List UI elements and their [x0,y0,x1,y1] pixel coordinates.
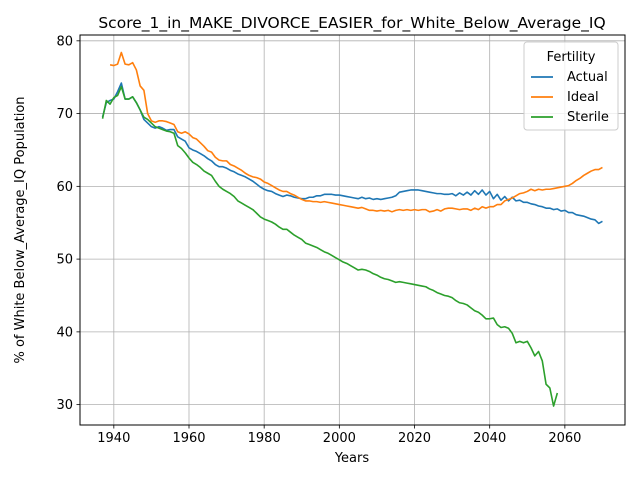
x-tick-label: 1960 [172,431,205,446]
y-tick-label: 80 [56,34,73,49]
legend: Fertility Actual Ideal Sterile [524,42,618,130]
y-tick-label: 60 [56,180,73,195]
x-tick-label: 2000 [323,431,356,446]
y-tick-label: 40 [56,325,73,340]
x-tick-label: 2060 [548,431,581,446]
y-tick-label: 30 [56,398,73,413]
x-tick-label: 1940 [97,431,130,446]
legend-label-actual: Actual [567,70,608,85]
x-tick-label: 2040 [473,431,506,446]
x-tick-label: 1980 [248,431,281,446]
y-axis-label: % of White Below_Average_IQ Population [13,96,28,363]
chart-title: Score_1_in_MAKE_DIVORCE_EASIER_for_White… [98,14,605,33]
legend-label-ideal: Ideal [567,90,599,105]
x-tick-label: 2020 [398,431,431,446]
legend-label-sterile: Sterile [567,110,609,125]
y-tick-label: 50 [56,253,73,268]
x-axis-label: Years [334,451,370,466]
legend-title: Fertility [547,50,596,65]
y-tick-label: 70 [56,107,73,122]
